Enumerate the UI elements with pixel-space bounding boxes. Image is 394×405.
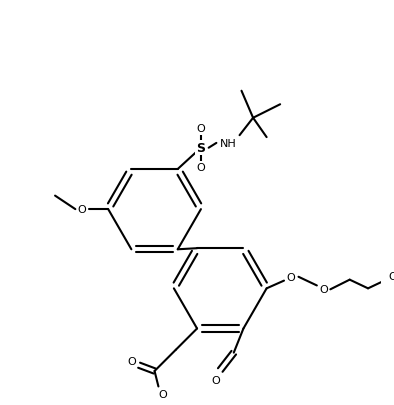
Text: O: O: [319, 285, 328, 294]
Text: O: O: [127, 356, 136, 367]
Text: O: O: [78, 205, 87, 215]
Text: NH: NH: [219, 139, 236, 149]
Text: O: O: [197, 163, 205, 173]
Text: S: S: [197, 142, 205, 155]
Text: O: O: [211, 375, 220, 385]
Text: O: O: [286, 272, 295, 282]
Text: O: O: [197, 124, 205, 134]
Text: O: O: [158, 389, 167, 399]
Text: O: O: [389, 271, 394, 281]
